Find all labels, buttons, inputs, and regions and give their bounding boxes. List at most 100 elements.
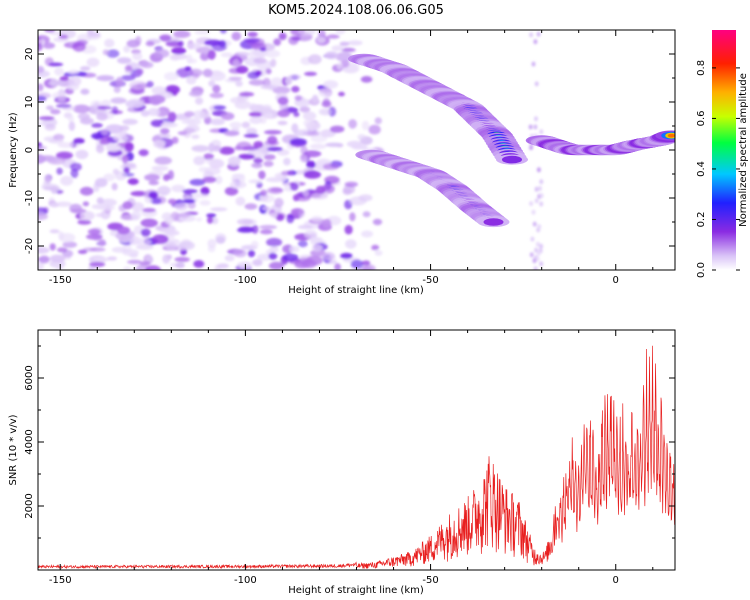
noise-blob xyxy=(101,128,109,136)
colorbar-tick-label: 0.2 xyxy=(696,212,707,228)
noise-blob xyxy=(46,105,54,111)
noise-blob xyxy=(324,51,339,60)
noise-blob xyxy=(278,32,287,41)
chart-title: KOM5.2024.108.06.06.G05 xyxy=(268,3,444,18)
noise-blob xyxy=(179,212,191,218)
noise-blob xyxy=(350,259,364,269)
noise-blob xyxy=(213,105,227,110)
noise-blob xyxy=(199,110,211,119)
noise-blob xyxy=(263,160,274,167)
noise-blob xyxy=(96,112,108,121)
noise-blob xyxy=(145,265,161,270)
noise-blob xyxy=(252,259,263,267)
noise-blob xyxy=(207,49,216,60)
noise-blob xyxy=(281,170,294,176)
noise-blob xyxy=(165,242,178,251)
noise-blob xyxy=(215,175,223,185)
spectrogram-ylabel: Frequency (Hz) xyxy=(8,112,19,188)
noise-blob xyxy=(266,237,283,247)
noise-blob xyxy=(323,80,339,89)
noise-blob xyxy=(70,168,79,179)
noise-blob xyxy=(170,211,180,222)
noise-blob xyxy=(292,194,300,202)
noise-blob xyxy=(171,136,179,144)
noise-blob xyxy=(251,162,263,168)
noise-blob xyxy=(182,189,198,194)
colorbar: 0.0 0.2 0.4 0.6 0.8 Normalized spectral ampl… xyxy=(696,30,749,278)
noise-blob xyxy=(297,240,308,248)
noise-blob xyxy=(124,65,133,72)
noise-blob xyxy=(253,157,263,164)
noise-blob xyxy=(60,175,74,186)
noise-blob xyxy=(306,160,316,169)
noise-blob xyxy=(319,88,331,93)
noise-blob xyxy=(142,208,156,213)
noise-blob xyxy=(533,266,538,270)
noise-blob xyxy=(193,156,206,166)
noise-blob xyxy=(117,226,131,235)
noise-blob xyxy=(38,43,43,52)
noise-blob xyxy=(89,247,106,252)
noise-blob xyxy=(72,104,90,114)
noise-blob xyxy=(286,214,295,224)
noise-blob xyxy=(165,230,180,236)
noise-blob xyxy=(168,198,177,205)
noise-blob xyxy=(86,57,100,67)
noise-blob xyxy=(267,135,278,145)
noise-blob xyxy=(164,72,179,81)
noise-blob xyxy=(135,35,142,46)
noise-blob xyxy=(310,134,328,143)
noise-blob xyxy=(191,145,210,152)
noise-blob xyxy=(300,154,309,160)
noise-blob xyxy=(115,232,132,240)
feature-upper-arc xyxy=(347,53,528,165)
noise-blob xyxy=(338,91,345,97)
x-tick-label: 0 xyxy=(613,275,619,286)
x-tick-label: -100 xyxy=(234,575,257,586)
noise-blob xyxy=(536,167,541,173)
noise-blob xyxy=(100,198,117,207)
noise-blob xyxy=(135,244,154,250)
noise-blob xyxy=(97,105,112,110)
noise-blob xyxy=(189,58,198,64)
noise-blob xyxy=(62,241,78,248)
x-tick-label: 0 xyxy=(613,575,619,586)
noise-blob xyxy=(224,186,239,196)
noise-blob xyxy=(206,213,217,218)
noise-blob xyxy=(38,83,44,92)
noise-blob xyxy=(57,96,66,102)
noise-blob xyxy=(276,149,290,156)
noise-blob xyxy=(535,241,540,247)
noise-blob xyxy=(251,240,259,249)
noise-blob xyxy=(282,181,292,187)
noise-blob xyxy=(291,36,301,41)
colorbar-ticks: 0.0 0.2 0.4 0.6 0.8 xyxy=(696,60,740,278)
noise-blob xyxy=(105,124,124,134)
noise-blob xyxy=(283,157,291,166)
noise-blob xyxy=(175,202,188,211)
noise-blob xyxy=(235,51,250,57)
noise-blob xyxy=(268,262,284,270)
noise-blob xyxy=(334,263,341,270)
noise-blob xyxy=(68,69,80,75)
noise-blob xyxy=(259,225,278,230)
noise-blob xyxy=(188,68,203,77)
noise-blob xyxy=(174,256,190,263)
noise-blob xyxy=(210,158,219,164)
noise-blob xyxy=(67,115,75,123)
noise-blob xyxy=(75,149,89,160)
noise-blob xyxy=(149,197,162,204)
noise-blob xyxy=(160,128,170,135)
noise-blob xyxy=(72,41,86,52)
noise-blob xyxy=(299,106,311,113)
noise-blob xyxy=(298,30,316,36)
noise-blob xyxy=(207,216,214,224)
noise-blob xyxy=(186,76,197,85)
x-tick-label: -150 xyxy=(49,575,72,586)
noise-blob xyxy=(136,68,144,75)
noise-blob xyxy=(58,233,76,243)
noise-blob xyxy=(113,133,128,142)
noise-blob xyxy=(339,41,350,47)
noise-blob xyxy=(289,138,307,146)
noise-blob xyxy=(303,150,322,158)
